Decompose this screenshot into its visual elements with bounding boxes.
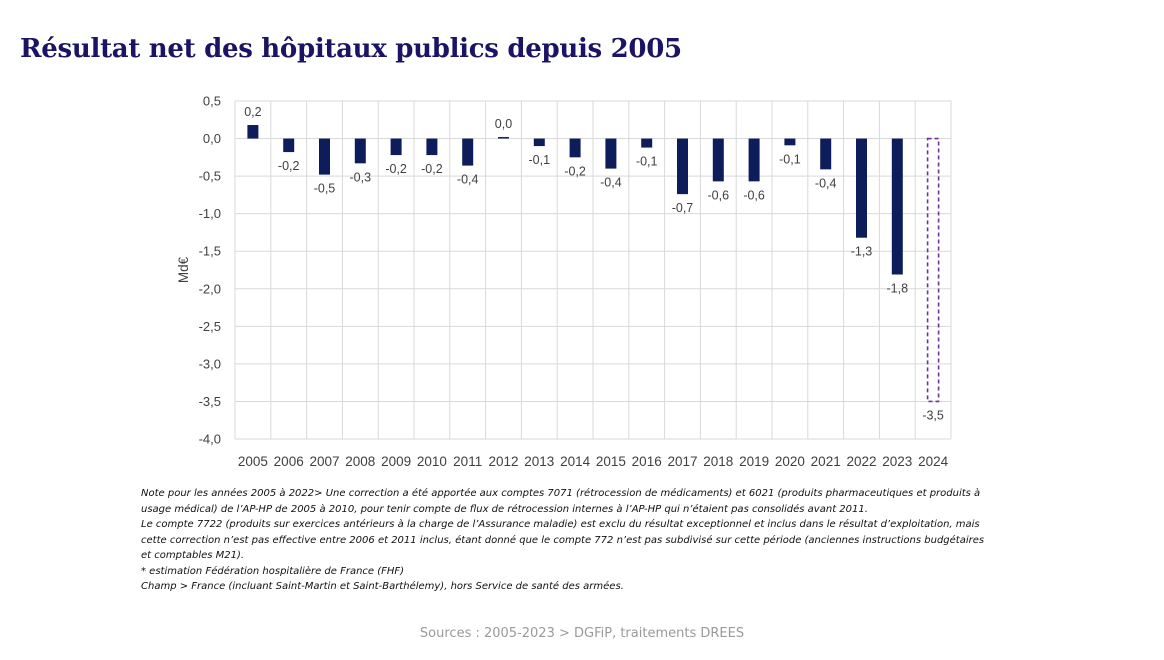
x-tick-label-2009: 2009 xyxy=(381,454,411,469)
y-axis-title: Md€ xyxy=(176,256,191,283)
note-correction: Note pour les années 2005 à 2022> Une co… xyxy=(141,488,981,515)
x-tick-label-2012: 2012 xyxy=(488,454,518,469)
note-account-7722: Le compte 7722 (produits sur exercices a… xyxy=(141,519,985,561)
y-tick-label: -0,5 xyxy=(199,169,221,184)
x-tick-label-2023: 2023 xyxy=(882,454,912,469)
bar-2022 xyxy=(856,138,867,238)
y-tick-label: -4,0 xyxy=(199,432,221,447)
x-tick-label-2008: 2008 xyxy=(345,454,375,469)
x-tick-label-2007: 2007 xyxy=(309,454,339,469)
data-label-2023: -1,8 xyxy=(887,282,909,296)
bar-2024-estimate xyxy=(926,137,940,403)
note-estimate: * estimation Fédération hospitalière de … xyxy=(141,565,405,577)
data-label-2021: -0,4 xyxy=(815,176,837,190)
bar-2007 xyxy=(319,138,330,175)
bars xyxy=(247,125,940,403)
data-label-2018: -0,6 xyxy=(708,188,730,202)
x-tick-label-2005: 2005 xyxy=(238,454,268,469)
data-label-2008: -0,3 xyxy=(350,170,372,184)
bar-2009 xyxy=(390,138,402,156)
x-tick-label-2006: 2006 xyxy=(274,454,304,469)
x-tick-label-2011: 2011 xyxy=(453,454,482,469)
x-tick-label-2010: 2010 xyxy=(417,454,447,469)
data-label-2012: 0,0 xyxy=(495,117,512,131)
data-label-2005: 0,2 xyxy=(244,105,261,119)
x-tick-label-2015: 2015 xyxy=(596,454,626,469)
bar-2013 xyxy=(533,138,545,147)
x-tick-label-2021: 2021 xyxy=(811,454,841,469)
y-tick-label: 0,5 xyxy=(203,94,221,109)
data-label-2011: -0,4 xyxy=(457,173,479,187)
x-tick-label-2014: 2014 xyxy=(560,454,591,469)
bar-chart: 0,2 -0,2 -0,5 -0,3 -0,2 -0,2 -0,4 0,0 -0,1 -0,2 -0… xyxy=(176,94,952,470)
bar-2006 xyxy=(283,138,295,153)
y-tick-label: -3,5 xyxy=(199,394,221,409)
bar-2017 xyxy=(677,138,688,195)
note-scope: Champ > France (incluant Saint-Martin et… xyxy=(141,581,624,592)
bar-2011 xyxy=(462,138,474,166)
y-tick-label: -3,0 xyxy=(199,356,221,371)
x-tick-label-2020: 2020 xyxy=(775,454,805,469)
bar-2018 xyxy=(712,138,724,182)
x-tick-label-2013: 2013 xyxy=(524,454,554,469)
y-tick-label: -1,5 xyxy=(199,244,221,259)
data-label-2017: -0,7 xyxy=(672,201,694,215)
y-tick-label: -2,5 xyxy=(199,319,221,334)
data-label-2024: -3,5 xyxy=(922,408,944,422)
data-label-2010: -0,2 xyxy=(421,162,443,176)
data-label-2015: -0,4 xyxy=(600,176,622,190)
data-label-2007: -0,5 xyxy=(314,182,336,196)
data-label-2020: -0,1 xyxy=(779,152,801,166)
bar-2023 xyxy=(891,138,903,275)
sources: Sources : 2005-2023 > DGFiP, traitements… xyxy=(419,626,745,641)
x-tick-label-2022: 2022 xyxy=(846,454,876,469)
data-label-2013: -0,1 xyxy=(529,153,551,167)
data-label-2019: -0,6 xyxy=(743,188,765,202)
gridlines xyxy=(234,100,952,440)
data-label-2016: -0,1 xyxy=(636,155,658,169)
data-label-2009: -0,2 xyxy=(385,162,407,176)
data-label-2014: -0,2 xyxy=(564,164,586,178)
bar-2012 xyxy=(498,137,509,139)
bar-2005 xyxy=(247,125,259,139)
data-label-2006: -0,2 xyxy=(278,159,300,173)
y-tick-label: -1,0 xyxy=(199,206,221,221)
chart-notes: Note pour les années 2005 à 2022> Une co… xyxy=(141,486,991,595)
bar-2019 xyxy=(748,138,760,182)
bar-2008 xyxy=(354,138,366,164)
bar-2015 xyxy=(605,138,617,169)
page-title: Résultat net des hôpitaux publics depuis… xyxy=(20,34,682,64)
bar-2016 xyxy=(641,138,653,148)
data-label-2022: -1,3 xyxy=(851,245,873,259)
bar-2014 xyxy=(569,138,581,158)
x-tick-label-2016: 2016 xyxy=(632,454,662,469)
bar-2020 xyxy=(784,138,796,146)
x-tick-label-2017: 2017 xyxy=(667,454,697,469)
x-tick-label-2024: 2024 xyxy=(918,454,949,469)
y-tick-label: 0,0 xyxy=(203,131,221,146)
x-tick-label-2019: 2019 xyxy=(739,454,769,469)
bar-2010 xyxy=(426,138,438,156)
x-tick-label-2018: 2018 xyxy=(703,454,733,469)
axes: 0,5 0,0 -0,5 -1,0 -1,5 -2,0 -2,5 -3,0 -3,5 -4,0 20… xyxy=(176,94,949,470)
data-labels: 0,2 -0,2 -0,5 -0,3 -0,2 -0,2 -0,4 0,0 -0,1 -0,2 -0… xyxy=(244,105,944,422)
bar-2021 xyxy=(820,138,832,170)
y-tick-label: -2,0 xyxy=(199,281,221,296)
